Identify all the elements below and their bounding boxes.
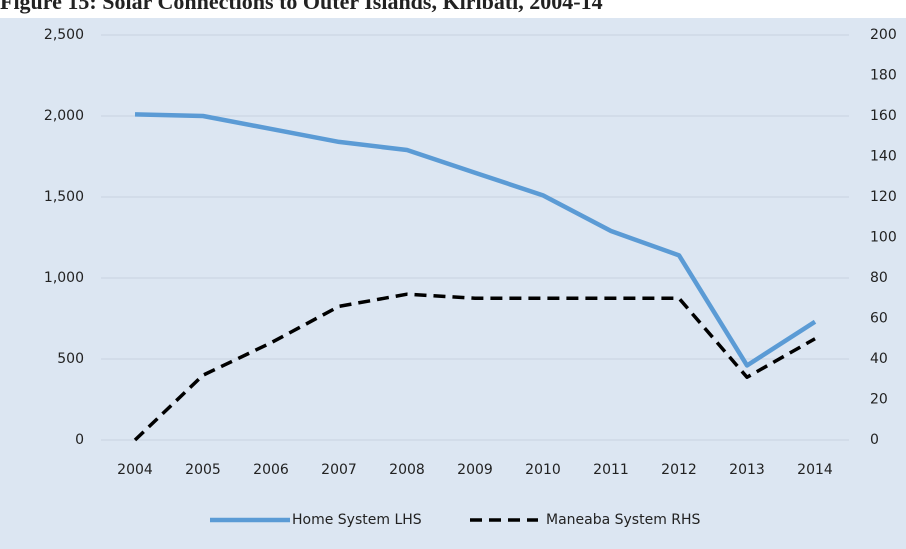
y2-tick-label: 120 (870, 189, 897, 205)
x-tick-label: 2013 (729, 462, 765, 478)
y2-tick-label: 100 (870, 230, 897, 246)
x-tick-label: 2011 (593, 462, 629, 478)
y2-tick-label: 40 (870, 351, 888, 367)
x-tick-label: 2006 (253, 462, 289, 478)
x-tick-label: 2005 (185, 462, 221, 478)
y-tick-label: 1,500 (44, 189, 84, 205)
x-tick-label: 2007 (321, 462, 357, 478)
y2-tick-label: 200 (870, 27, 897, 43)
legend-label: Maneaba System RHS (546, 512, 701, 528)
chart-background (0, 18, 906, 549)
legend-label: Home System LHS (292, 512, 422, 528)
y2-tick-label: 0 (870, 432, 879, 448)
y2-tick-label: 20 (870, 392, 888, 408)
y2-tick-label: 160 (870, 108, 897, 124)
x-tick-label: 2014 (797, 462, 833, 478)
y2-tick-label: 140 (870, 149, 897, 165)
y2-tick-label: 60 (870, 311, 888, 327)
series-line (133, 292, 816, 442)
y-tick-label: 0 (75, 432, 84, 448)
x-tick-label: 2009 (457, 462, 493, 478)
y-tick-label: 1,000 (44, 270, 84, 286)
x-tick-label: 2008 (389, 462, 425, 478)
y2-tick-label: 180 (870, 68, 897, 84)
chart-title: Figure 15: Solar Connections to Outer Is… (0, 0, 603, 14)
y2-tick-label: 80 (870, 270, 888, 286)
x-tick-label: 2004 (117, 462, 153, 478)
y-tick-label: 2,000 (44, 108, 84, 124)
x-tick-label: 2012 (661, 462, 697, 478)
x-tick-label: 2010 (525, 462, 561, 478)
y-tick-label: 2,500 (44, 27, 84, 43)
y-tick-label: 500 (57, 351, 84, 367)
series-line (134, 112, 817, 368)
